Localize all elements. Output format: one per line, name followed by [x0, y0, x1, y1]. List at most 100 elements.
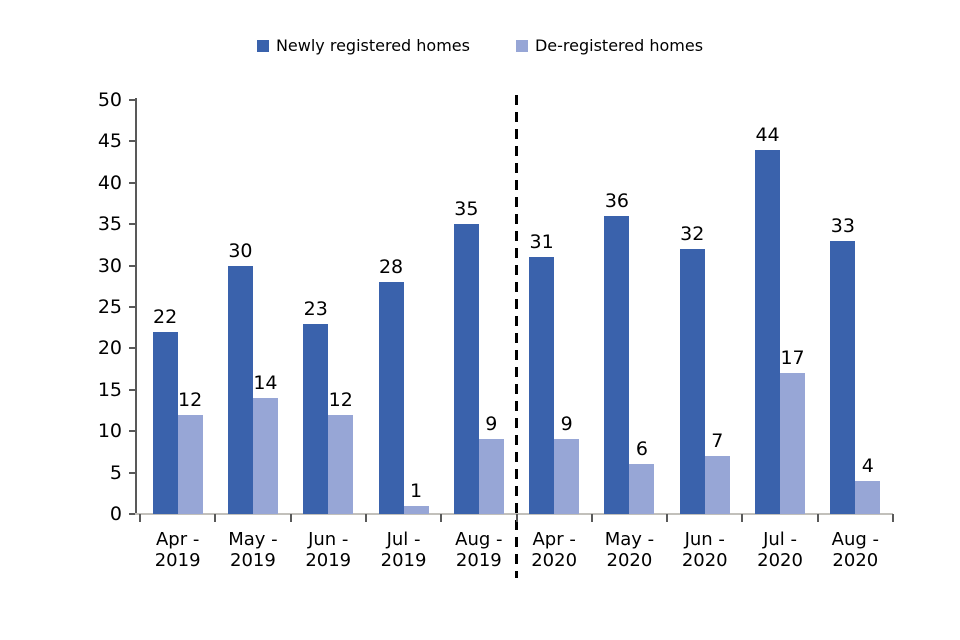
- bar-group: 35 9: [441, 198, 516, 514]
- x-axis-label-month: Apr -: [532, 529, 576, 550]
- bar-group: 22 12: [140, 306, 215, 514]
- bar-wrap: 36: [604, 190, 630, 514]
- x-axis-label-month: Jul -: [763, 529, 797, 550]
- x-axis-category-label: May -2019: [215, 529, 290, 571]
- bar-value-label: 6: [635, 438, 648, 461]
- x-axis-label-year: 2019: [455, 550, 502, 571]
- bar-value-label: 17: [780, 347, 805, 370]
- bar-value-label: 35: [454, 198, 479, 221]
- bar-value-label: 9: [560, 413, 573, 436]
- bar-wrap: 32: [679, 223, 705, 514]
- bar-wrap: 9: [554, 413, 580, 514]
- y-axis-tick-label: 0: [109, 503, 122, 525]
- bar-wrap: 31: [529, 231, 555, 514]
- y-axis-tick: [129, 471, 135, 474]
- y-axis-tick-label: 40: [97, 171, 122, 194]
- bar-de-registered-homes: [177, 414, 203, 514]
- x-axis-label-year: 2020: [832, 550, 879, 571]
- bar-wrap: 12: [328, 389, 354, 514]
- bar-value-label: 12: [328, 388, 353, 411]
- x-axis-label-year: 2019: [230, 550, 276, 571]
- bar-newly-registered-homes: [830, 240, 856, 514]
- x-axis-label-month: Jun -: [684, 529, 725, 550]
- bar-value-label: 31: [529, 231, 554, 254]
- y-axis-tick-label: 5: [109, 461, 122, 484]
- x-axis-line: [135, 513, 893, 515]
- y-axis-tick-label: 20: [97, 337, 122, 360]
- y-axis-tick: [129, 99, 135, 101]
- bar-de-registered-homes: [478, 439, 504, 514]
- x-axis-label-month: May -: [228, 529, 278, 550]
- x-axis-category-label: Jun -2019: [291, 529, 366, 571]
- bar-wrap: 7: [704, 430, 730, 514]
- y-axis-tick-label: 35: [97, 213, 122, 236]
- bar-wrap: 35: [453, 198, 479, 514]
- bar-newly-registered-homes: [227, 265, 253, 514]
- bar-value-label: 33: [830, 214, 855, 237]
- bar-value-label: 36: [604, 189, 630, 212]
- x-axis-tick: [590, 514, 593, 522]
- bar-group: 31 9: [517, 231, 592, 514]
- x-axis-tick: [515, 514, 518, 522]
- bar-wrap: 1: [403, 480, 429, 514]
- bar-de-registered-homes: [855, 480, 881, 514]
- y-axis-tick: [129, 181, 135, 184]
- y-axis-tick-label: 50: [97, 89, 122, 111]
- y-axis-tick-label: 30: [97, 254, 122, 277]
- bar-wrap: 6: [629, 438, 655, 514]
- bar-value-label: 4: [861, 454, 874, 477]
- legend-label-newly-registered: Newly registered homes: [275, 36, 470, 55]
- bar-group: 30 14: [215, 240, 290, 514]
- x-axis-category-label: Jun -2020: [667, 529, 742, 571]
- bar-wrap: 14: [252, 372, 278, 514]
- bar-de-registered-homes: [780, 373, 806, 514]
- y-axis-tick-label: 10: [97, 420, 122, 443]
- x-axis-label-year: 2020: [757, 550, 803, 571]
- bar-de-registered-homes: [554, 439, 580, 514]
- x-axis-label-month: Jun -: [308, 529, 349, 550]
- bar-value-label: 28: [378, 256, 404, 279]
- y-axis-tick: [129, 140, 135, 143]
- bar-newly-registered-homes: [529, 257, 555, 514]
- y-axis-tick-label: 25: [97, 296, 122, 318]
- x-axis-label-year: 2020: [531, 550, 578, 571]
- bar-newly-registered-homes: [378, 282, 404, 514]
- bar-wrap: 23: [303, 298, 329, 514]
- bar-wrap: 33: [830, 215, 856, 514]
- x-axis-label-month: Apr -: [155, 529, 200, 550]
- bar-group: 28 1: [366, 256, 441, 514]
- chart-legend: Newly registered homes De-registered hom…: [0, 36, 960, 55]
- bar-value-label: 1: [409, 479, 423, 502]
- legend-item-de-registered-homes: De-registered homes: [515, 36, 703, 55]
- x-axis-label-month: Jul -: [386, 529, 421, 550]
- bar-de-registered-homes: [403, 505, 429, 514]
- bar-newly-registered-homes: [303, 323, 329, 514]
- x-axis-label-year: 2019: [305, 550, 352, 571]
- bar-newly-registered-homes: [755, 149, 781, 514]
- bar-de-registered-homes: [252, 398, 278, 514]
- x-axis-label-month: May -: [604, 529, 655, 550]
- legend-swatch-newly-registered-icon: [256, 39, 269, 52]
- x-axis-label-year: 2019: [154, 550, 201, 571]
- bar-group: 32 7: [667, 223, 742, 514]
- bar-wrap: 4: [855, 455, 881, 514]
- x-axis-category-label: Apr -2019: [140, 529, 215, 571]
- bar-value-label: 12: [178, 388, 203, 411]
- bar-group: 33 4: [818, 215, 893, 514]
- bar-wrap: 17: [780, 347, 806, 514]
- bar-group: 23 12: [291, 298, 366, 514]
- x-axis-label-year: 2019: [380, 550, 427, 571]
- bar-wrap: 9: [478, 413, 504, 514]
- x-axis-category-label: Jul -2020: [742, 529, 817, 571]
- x-axis-category-label: Aug -2019: [441, 529, 516, 571]
- x-axis-tick: [364, 514, 367, 522]
- bar-group: 44 17: [742, 124, 817, 514]
- y-axis-tick-label: 45: [97, 130, 122, 153]
- y-axis-tick: [129, 223, 135, 226]
- plot-area: 0 5 10 15 20 25 30 35 40 45 50 22 12 Apr -2019 30 14 May…: [98, 89, 894, 578]
- bar-newly-registered-homes: [679, 249, 705, 514]
- bar-wrap: 28: [378, 256, 404, 514]
- y-axis-tick: [129, 430, 135, 433]
- y-axis-tick: [129, 347, 135, 350]
